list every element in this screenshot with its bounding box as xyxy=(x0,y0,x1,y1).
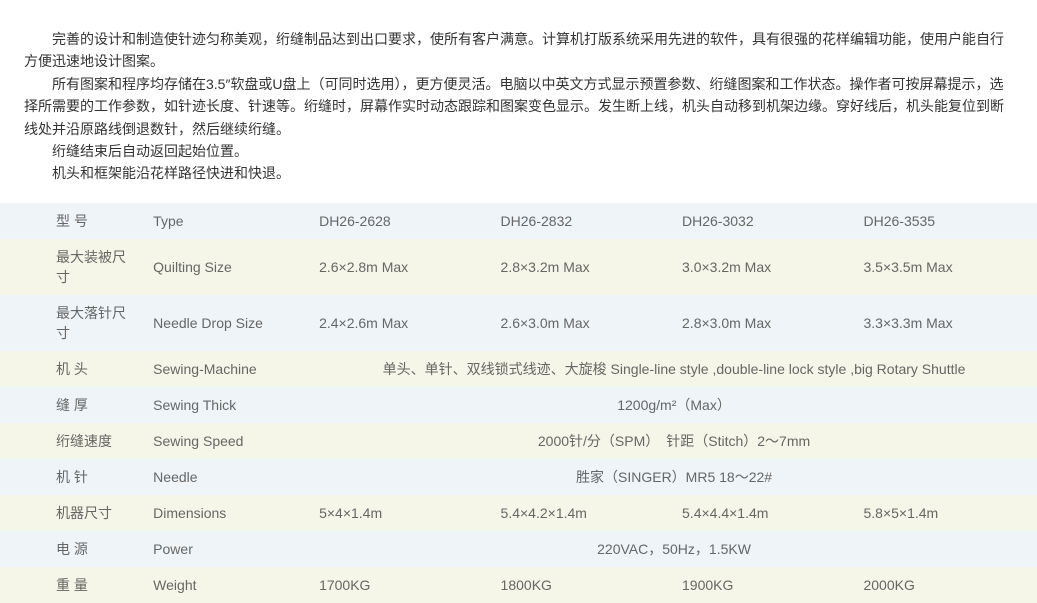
cell-label-en: Type xyxy=(145,203,311,239)
spec-table: 型 号TypeDH26-2628DH26-2832DH26-3032DH26-3… xyxy=(0,203,1037,603)
cell-label-cn: 机器尺寸 xyxy=(0,495,145,531)
table-row: 型 号TypeDH26-2628DH26-2832DH26-3032DH26-3… xyxy=(0,203,1037,239)
table-row: 机 针Needle胜家（SINGER）MR5 18～22# xyxy=(0,459,1037,495)
cell-label-en: Quilting Size xyxy=(145,239,311,295)
intro-para-3: 绗缝结束后自动返回起始位置。 xyxy=(24,140,1013,162)
cell-label-en: Needle Drop Size xyxy=(145,295,311,351)
cell-value: 3.3×3.3m Max xyxy=(855,295,1037,351)
cell-value: DH26-2628 xyxy=(311,203,492,239)
cell-value: 5.4×4.2×1.4m xyxy=(493,495,674,531)
cell-value: 5.8×5×1.4m xyxy=(855,495,1037,531)
cell-label-en: Needle xyxy=(145,459,311,495)
cell-label-cn: 最大装被尺寸 xyxy=(0,239,145,295)
cell-label-cn: 重 量 xyxy=(0,567,145,603)
cell-label-cn: 缝 厚 xyxy=(0,387,145,423)
cell-value: 2.8×3.0m Max xyxy=(674,295,855,351)
intro-para-2: 所有图案和程序均存储在3.5″软盘或U盘上（可同时选用），更方便灵活。电脑以中英… xyxy=(24,73,1013,140)
cell-value: 1900KG xyxy=(674,567,855,603)
cell-value: 3.5×3.5m Max xyxy=(855,239,1037,295)
cell-merged-value: 220VAC，50Hz，1.5KW xyxy=(311,531,1037,567)
cell-merged-value: 2000针/分（SPM） 针距（Stitch）2～7mm xyxy=(311,423,1037,459)
cell-value: DH26-2832 xyxy=(493,203,674,239)
cell-label-cn: 电 源 xyxy=(0,531,145,567)
table-row: 最大装被尺寸Quilting Size2.6×2.8m Max2.8×3.2m … xyxy=(0,239,1037,295)
cell-value: DH26-3535 xyxy=(855,203,1037,239)
cell-label-cn: 型 号 xyxy=(0,203,145,239)
cell-label-en: Sewing Speed xyxy=(145,423,311,459)
cell-value: 2000KG xyxy=(855,567,1037,603)
cell-value: 2.4×2.6m Max xyxy=(311,295,492,351)
cell-value: 1800KG xyxy=(493,567,674,603)
cell-label-en: Sewing-Machine xyxy=(145,351,311,387)
cell-label-cn: 绗缝速度 xyxy=(0,423,145,459)
cell-label-en: Power xyxy=(145,531,311,567)
cell-label-en: Weight xyxy=(145,567,311,603)
cell-value: DH26-3032 xyxy=(674,203,855,239)
table-row: 电 源Power220VAC，50Hz，1.5KW xyxy=(0,531,1037,567)
intro-para-4: 机头和框架能沿花样路径快进和快退。 xyxy=(24,162,1013,184)
cell-value: 2.8×3.2m Max xyxy=(493,239,674,295)
table-row: 机器尺寸Dimensions5×4×1.4m5.4×4.2×1.4m5.4×4.… xyxy=(0,495,1037,531)
table-row: 重 量Weight1700KG1800KG1900KG2000KG xyxy=(0,567,1037,603)
cell-value: 2.6×2.8m Max xyxy=(311,239,492,295)
cell-merged-value: 单头、单针、双线锁式线迹、大旋梭 Single-line style ,doub… xyxy=(311,351,1037,387)
table-row: 缝 厚Sewing Thick1200g/m²（Max） xyxy=(0,387,1037,423)
cell-label-en: Dimensions xyxy=(145,495,311,531)
intro-block: 完善的设计和制造使针迹匀称美观，绗缝制品达到出口要求，使所有客户满意。计算机打版… xyxy=(0,0,1037,203)
cell-label-cn: 最大落针尺寸 xyxy=(0,295,145,351)
cell-value: 2.6×3.0m Max xyxy=(493,295,674,351)
table-row: 最大落针尺寸Needle Drop Size2.4×2.6m Max2.6×3.… xyxy=(0,295,1037,351)
cell-label-cn: 机 头 xyxy=(0,351,145,387)
cell-value: 5×4×1.4m xyxy=(311,495,492,531)
cell-label-cn: 机 针 xyxy=(0,459,145,495)
cell-value: 5.4×4.4×1.4m xyxy=(674,495,855,531)
cell-label-en: Sewing Thick xyxy=(145,387,311,423)
cell-merged-value: 胜家（SINGER）MR5 18～22# xyxy=(311,459,1037,495)
intro-para-1: 完善的设计和制造使针迹匀称美观，绗缝制品达到出口要求，使所有客户满意。计算机打版… xyxy=(24,28,1013,73)
table-row: 机 头Sewing-Machine单头、单针、双线锁式线迹、大旋梭 Single… xyxy=(0,351,1037,387)
table-row: 绗缝速度Sewing Speed2000针/分（SPM） 针距（Stitch）2… xyxy=(0,423,1037,459)
cell-value: 1700KG xyxy=(311,567,492,603)
cell-merged-value: 1200g/m²（Max） xyxy=(311,387,1037,423)
cell-value: 3.0×3.2m Max xyxy=(674,239,855,295)
